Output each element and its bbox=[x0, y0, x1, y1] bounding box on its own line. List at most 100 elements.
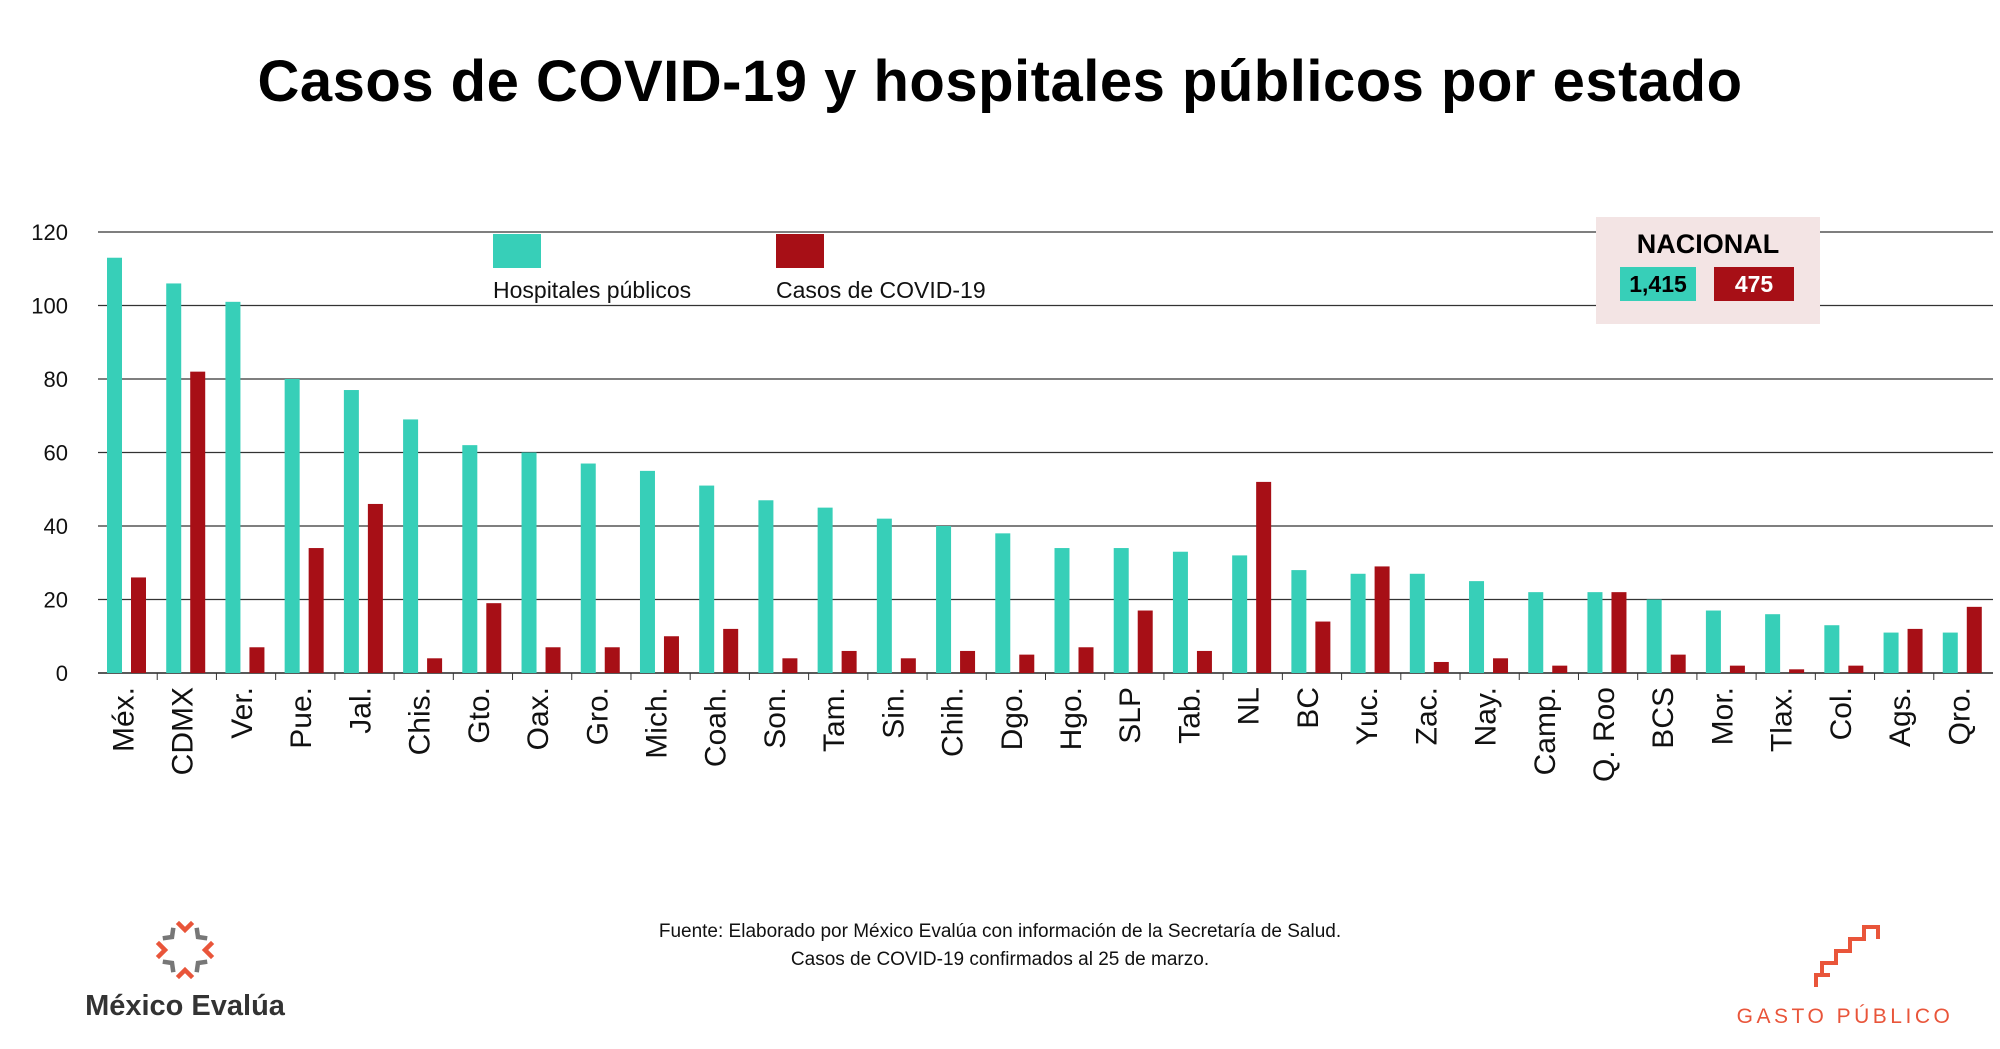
y-axis-ticks: 0 20 40 60 80 100 120 bbox=[31, 220, 68, 686]
bar-hospitales bbox=[521, 452, 537, 673]
y-tick-label: 40 bbox=[44, 514, 68, 539]
bar-casos bbox=[308, 548, 324, 673]
bar-casos bbox=[960, 650, 976, 673]
x-tick-label: Sin. bbox=[877, 687, 910, 739]
bar-hospitales bbox=[995, 533, 1011, 673]
bar-casos bbox=[1848, 665, 1864, 673]
bar-hospitales bbox=[758, 500, 774, 673]
chart-title: Casos de COVID-19 y hospitales públicos … bbox=[257, 49, 1743, 114]
bar-casos bbox=[486, 603, 502, 673]
bar-casos bbox=[1789, 669, 1805, 673]
x-tick-label: Yuc. bbox=[1351, 687, 1384, 745]
x-tick-label: Tam. bbox=[818, 687, 851, 752]
x-tick-label: BC bbox=[1292, 687, 1325, 729]
bar-casos bbox=[841, 650, 857, 673]
mexico-evalua-wordmark: México Evalúa bbox=[85, 990, 285, 1022]
x-tick-label: Gto. bbox=[463, 687, 496, 744]
x-tick-label: Tlax. bbox=[1766, 687, 1799, 752]
bar-hospitales bbox=[1469, 581, 1485, 673]
source-line-2: Casos de COVID-19 confirmados al 25 de m… bbox=[790, 949, 1210, 970]
legend-swatch-casos bbox=[776, 234, 824, 268]
bar-casos bbox=[1670, 654, 1686, 673]
x-tick-label: Pue. bbox=[285, 687, 318, 749]
x-tick-label: Tab. bbox=[1173, 687, 1206, 744]
y-tick-label: 60 bbox=[44, 441, 68, 466]
bar-casos bbox=[1137, 610, 1153, 673]
bar-hospitales bbox=[107, 257, 122, 673]
bar-casos bbox=[367, 503, 383, 673]
bar-hospitales bbox=[1409, 573, 1425, 673]
x-tick-label: Jal. bbox=[344, 687, 377, 734]
x-tick-label: Coah. bbox=[700, 687, 733, 767]
bar-casos bbox=[663, 636, 679, 673]
bar-hospitales bbox=[1113, 548, 1129, 673]
legend: Hospitales públicos Casos de COVID-19 bbox=[493, 234, 986, 303]
gasto-publico-logo: GASTO PÚBLICO bbox=[1720, 915, 1970, 1030]
bar-hospitales bbox=[817, 507, 833, 673]
nacional-hospitales-value: 1,415 bbox=[1620, 267, 1696, 301]
x-tick-label: Qro. bbox=[1943, 687, 1976, 745]
x-tick-label: Ver. bbox=[226, 687, 259, 739]
bar-hospitales bbox=[1232, 555, 1248, 673]
x-tick-label: Mich. bbox=[640, 687, 673, 759]
bar-casos bbox=[1611, 592, 1627, 673]
bar-hospitales bbox=[284, 379, 300, 673]
x-tick-label: Son. bbox=[759, 687, 792, 749]
x-tick-label: Camp. bbox=[1529, 687, 1562, 775]
x-tick-label: CDMX bbox=[167, 687, 200, 775]
bar-hospitales bbox=[343, 390, 359, 673]
source-line-1: Fuente: Elaborado por México Evalúa con … bbox=[658, 921, 1342, 942]
legend-swatch-hospitales bbox=[493, 234, 541, 268]
source-note: Fuente: Elaborado por México Evalúa con … bbox=[0, 918, 2000, 974]
bar-casos bbox=[782, 658, 798, 673]
bar-hospitales bbox=[639, 470, 655, 673]
bar-hospitales bbox=[1824, 625, 1840, 673]
x-tick-label: Dgo. bbox=[996, 687, 1029, 750]
bar-hospitales bbox=[1765, 614, 1781, 673]
y-tick-label: 120 bbox=[31, 220, 68, 245]
bar-casos bbox=[1315, 621, 1331, 673]
bar-casos bbox=[545, 647, 561, 673]
bar-casos bbox=[604, 647, 620, 673]
mexico-evalua-logo: México Evalúa bbox=[70, 918, 300, 1028]
bar-casos bbox=[1256, 481, 1272, 673]
bar-casos bbox=[1019, 654, 1035, 673]
gasto-publico-wordmark: GASTO PÚBLICO bbox=[1736, 1005, 1954, 1028]
bar-hospitales bbox=[1705, 610, 1721, 673]
bar-hospitales bbox=[1587, 592, 1603, 673]
bar-hospitales bbox=[403, 419, 419, 673]
x-tick-label: Mor. bbox=[1706, 687, 1739, 745]
y-tick-label: 80 bbox=[44, 367, 68, 392]
bar-casos bbox=[1493, 658, 1509, 673]
nacional-label: NACIONAL bbox=[1636, 229, 1780, 259]
bar-casos bbox=[1966, 606, 1982, 673]
x-tick-label: Oax. bbox=[522, 687, 555, 750]
bar-hospitales bbox=[936, 526, 952, 673]
x-tick-label: Col. bbox=[1825, 687, 1858, 740]
bar-hospitales bbox=[580, 463, 596, 673]
bar-casos bbox=[1078, 647, 1094, 673]
bar-hospitales bbox=[1528, 592, 1544, 673]
nacional-summary-box: NACIONAL 1,415 475 bbox=[1596, 217, 1820, 324]
bar-hospitales bbox=[876, 518, 892, 673]
bar-hospitales bbox=[699, 485, 715, 673]
bar-hospitales bbox=[225, 301, 241, 673]
x-tick-label: Nay. bbox=[1470, 687, 1503, 746]
y-tick-label: 20 bbox=[44, 588, 68, 613]
nacional-casos-value: 475 bbox=[1714, 267, 1794, 301]
bar-casos bbox=[427, 658, 443, 673]
bar-casos bbox=[1374, 566, 1390, 673]
x-tick-label: Zac. bbox=[1410, 687, 1443, 745]
bar-casos bbox=[1907, 628, 1923, 673]
x-tick-label: Q. Roo bbox=[1588, 687, 1621, 782]
bar-hospitales bbox=[1350, 573, 1366, 673]
bar-hospitales bbox=[462, 445, 478, 673]
bar-casos bbox=[131, 577, 146, 673]
bar-casos bbox=[900, 658, 916, 673]
bar-hospitales bbox=[1054, 548, 1070, 673]
stairs-icon bbox=[1814, 925, 1880, 987]
bar-casos bbox=[249, 647, 265, 673]
x-tick-label: Chih. bbox=[937, 687, 970, 757]
bar-casos bbox=[1196, 650, 1212, 673]
